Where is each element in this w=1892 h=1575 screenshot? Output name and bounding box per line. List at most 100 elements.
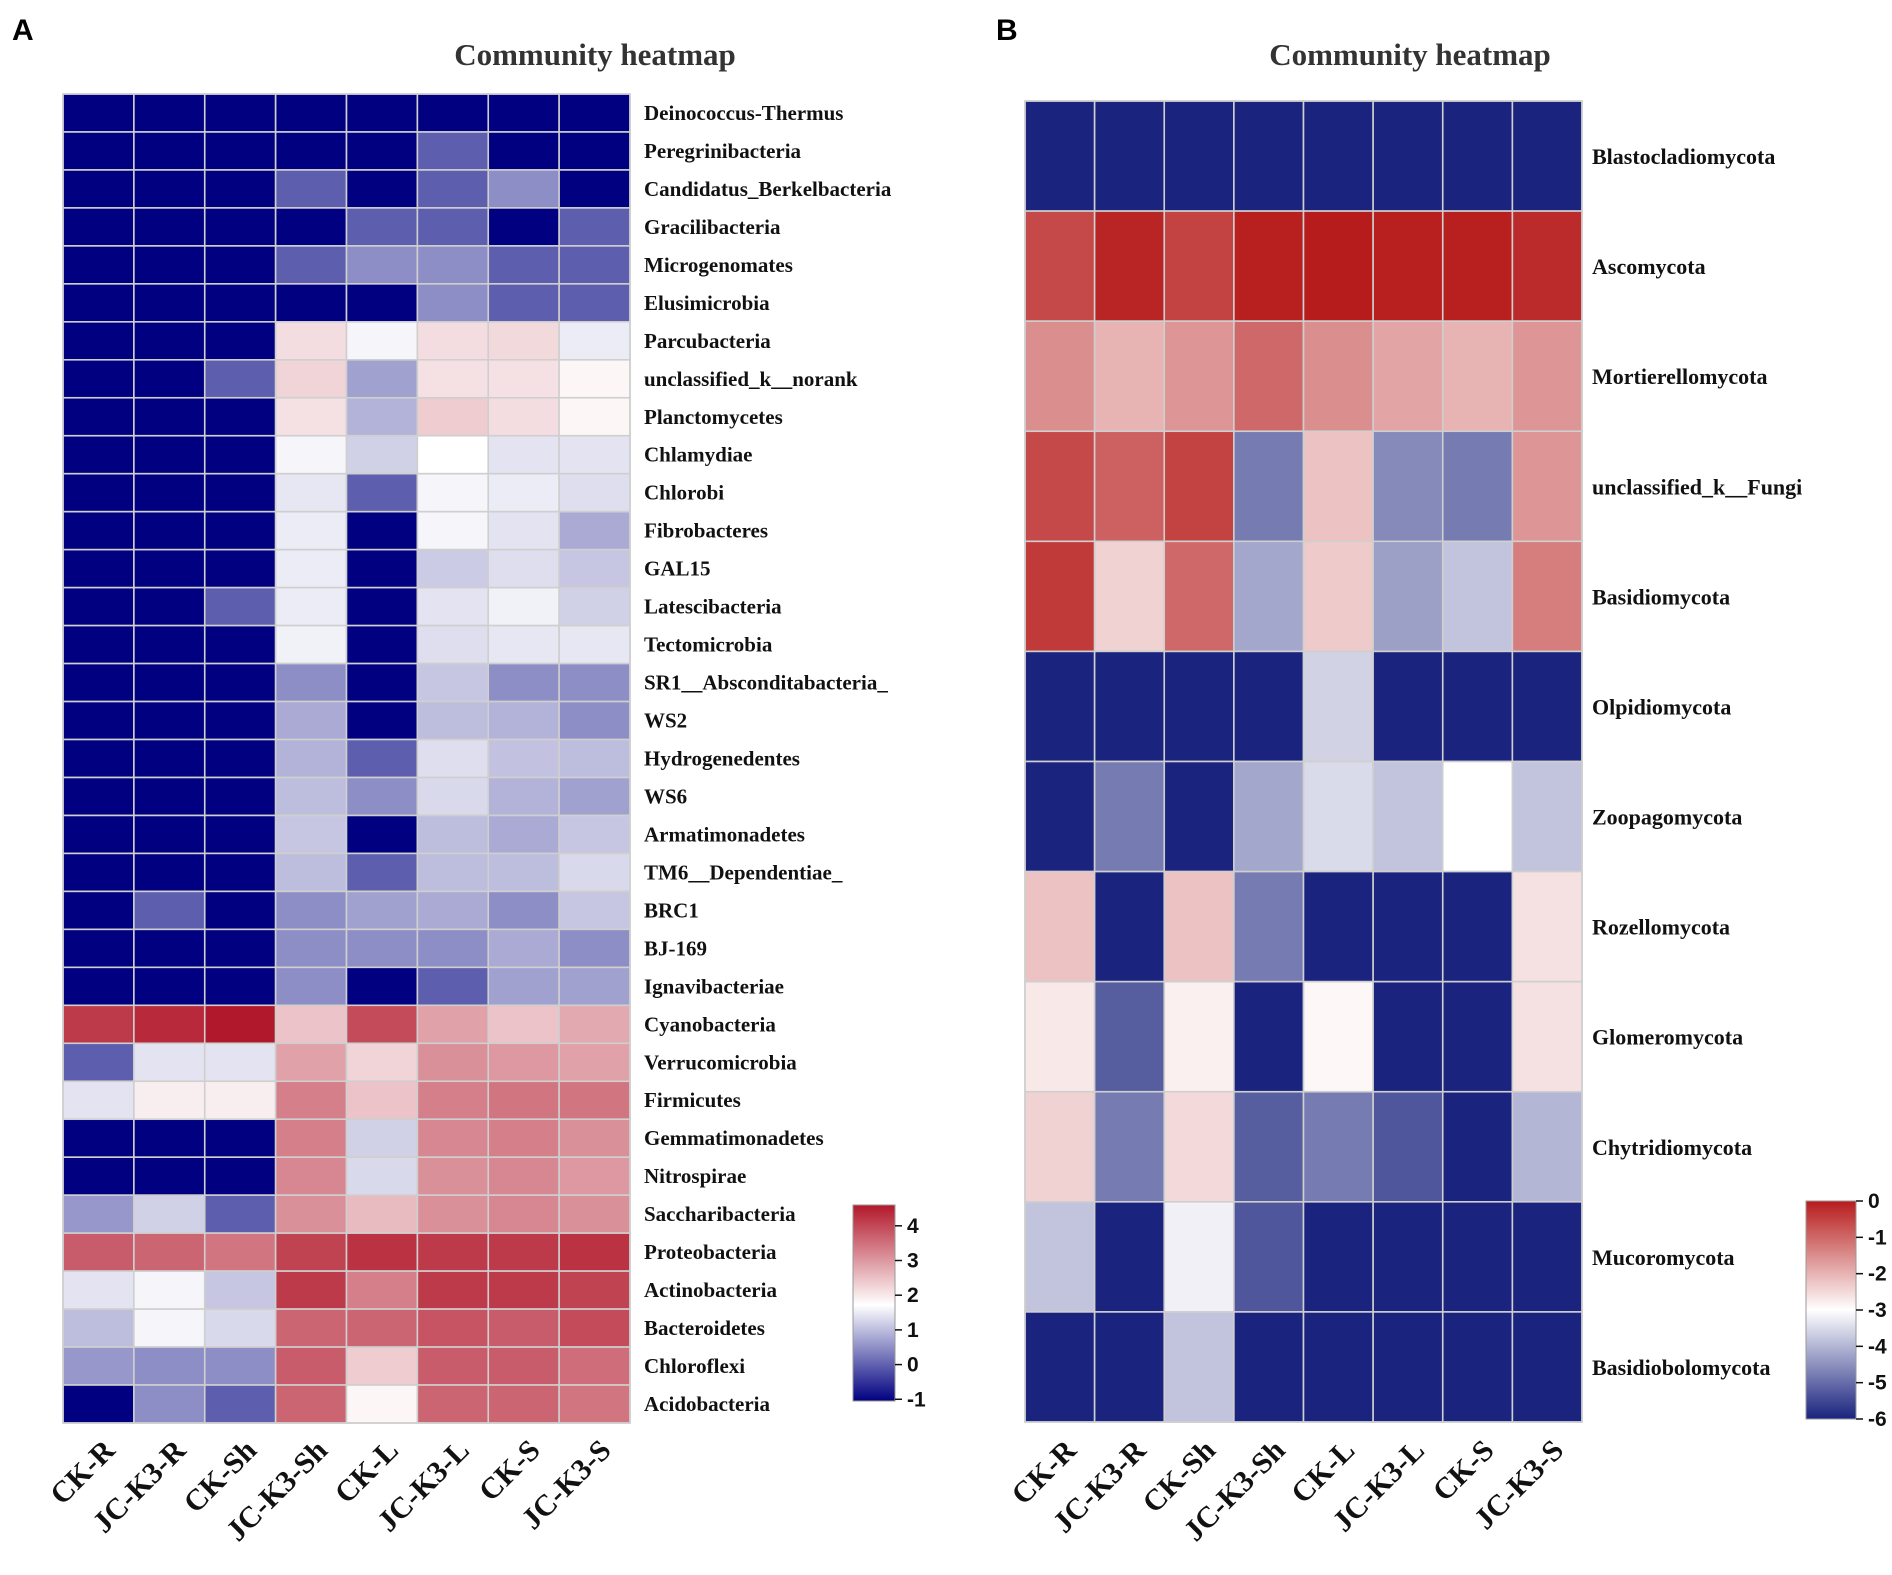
- cell-blastocladiomycota-ck-s: [1441, 100, 1514, 212]
- cell-mucoromycota-ck-r: [1024, 1201, 1096, 1313]
- cell-glomeromycota-ck-r: [1024, 980, 1096, 1093]
- cell-chlamydiae-jc-k3-r: [133, 434, 206, 475]
- cell-hydrogenedentes-ck-sh: [203, 738, 277, 779]
- cell-deinococcus-thermus-jc-k3-s: [558, 93, 631, 133]
- cell-tectomicrobia-jc-k3-sh: [274, 624, 348, 665]
- cell-zoopagomycota-jc-k3-sh: [1233, 760, 1305, 873]
- row-label-rozellomycota: Rozellomycota: [1592, 915, 1730, 940]
- cell-tm6-dependentiae-jc-k3-s: [558, 852, 631, 893]
- cell-deinococcus-thermus-jc-k3-l: [416, 93, 490, 133]
- row-label-acidobacteria: Acidobacteria: [644, 1392, 770, 1416]
- cell-glomeromycota-jc-k3-r: [1093, 980, 1166, 1093]
- cell-ws2-jc-k3-sh: [274, 700, 348, 741]
- cell-unclassified-k-norank-jc-k3-r: [133, 358, 206, 399]
- cell-chytridiomycota-jc-k3-r: [1093, 1090, 1166, 1203]
- cell-basidiobolomycota-ck-sh: [1163, 1311, 1235, 1423]
- cell-basidiomycota-jc-k3-l: [1372, 540, 1444, 653]
- cell-actinobacteria-ck-sh: [203, 1270, 277, 1310]
- cell-cyanobacteria-jc-k3-l: [416, 1004, 490, 1045]
- cell-unclassified-k-fungi-ck-r: [1024, 430, 1096, 543]
- heatmap-a: Deinococcus-Thermus Peregrinibacteria Cand…: [44, 93, 892, 1548]
- cell-bj-169-jc-k3-r: [133, 928, 206, 969]
- cell-candidatus-berkelbacteria-ck-r: [62, 169, 135, 209]
- row-label-mucoromycota: Mucoromycota: [1592, 1245, 1735, 1270]
- cell-bj-169-ck-s: [487, 928, 560, 969]
- cell-ws2-jc-k3-s: [558, 700, 631, 741]
- cell-mucoromycota-jc-k3-l: [1372, 1201, 1444, 1313]
- cell-nitrospirae-ck-r: [62, 1156, 135, 1196]
- cell-gemmatimonadetes-jc-k3-s: [558, 1118, 631, 1158]
- cell-elusimicrobia-jc-k3-r: [133, 283, 206, 323]
- cell-fibrobacteres-jc-k3-r: [133, 510, 206, 551]
- cell-microgenomates-ck-s: [487, 245, 560, 285]
- cell-glomeromycota-jc-k3-l: [1372, 980, 1444, 1093]
- cell-planctomycetes-ck-r: [62, 396, 135, 437]
- cell-hydrogenedentes-ck-s: [487, 738, 560, 779]
- cell-bacteroidetes-jc-k3-l: [416, 1308, 490, 1348]
- row-label-parcubacteria: Parcubacteria: [644, 329, 771, 353]
- cell-chlamydiae-jc-k3-sh: [274, 434, 348, 475]
- cell-ascomycota-ck-r: [1024, 210, 1096, 322]
- cell-brc1-jc-k3-sh: [274, 890, 348, 931]
- cell-basidiomycota-ck-s: [1441, 540, 1514, 653]
- cell-mucoromycota-ck-sh: [1163, 1201, 1235, 1313]
- cell-latescibacteria-jc-k3-r: [133, 586, 206, 627]
- cell-actinobacteria-jc-k3-r: [133, 1270, 206, 1310]
- cell-peregrinibacteria-jc-k3-l: [416, 131, 490, 171]
- cell-mucoromycota-jc-k3-r: [1093, 1201, 1166, 1313]
- cell-planctomycetes-jc-k3-s: [558, 396, 631, 437]
- cell-cyanobacteria-ck-sh: [203, 1004, 277, 1045]
- cell-elusimicrobia-ck-l: [345, 283, 419, 323]
- cell-actinobacteria-jc-k3-sh: [274, 1270, 348, 1310]
- cell-nitrospirae-ck-s: [487, 1156, 560, 1196]
- cell-bj-169-jc-k3-sh: [274, 928, 348, 969]
- cell-gracilibacteria-ck-r: [62, 207, 135, 247]
- cell-saccharibacteria-ck-s: [487, 1194, 560, 1234]
- cell-acidobacteria-ck-r: [62, 1384, 135, 1424]
- cell-brc1-ck-l: [345, 890, 419, 931]
- cell-firmicutes-jc-k3-s: [558, 1080, 631, 1121]
- cell-zoopagomycota-ck-sh: [1163, 760, 1235, 873]
- cell-saccharibacteria-jc-k3-sh: [274, 1194, 348, 1234]
- cell-tm6-dependentiae-jc-k3-r: [133, 852, 206, 893]
- cell-verrucomicrobia-ck-l: [345, 1042, 419, 1083]
- cell-firmicutes-jc-k3-l: [416, 1080, 490, 1121]
- cell-unclassified-k-norank-jc-k3-sh: [274, 358, 348, 399]
- cell-peregrinibacteria-ck-s: [487, 131, 560, 171]
- cell-glomeromycota-ck-sh: [1163, 980, 1235, 1093]
- cell-parcubacteria-ck-r: [62, 321, 135, 361]
- cell-latescibacteria-ck-sh: [203, 586, 277, 627]
- cell-mortierellomycota-jc-k3-sh: [1233, 320, 1305, 433]
- cell-tm6-dependentiae-jc-k3-l: [416, 852, 490, 893]
- cell-microgenomates-jc-k3-s: [558, 245, 631, 285]
- row-label-ws6: WS6: [644, 784, 687, 808]
- cell-acidobacteria-ck-s: [487, 1384, 560, 1424]
- cell-deinococcus-thermus-ck-r: [62, 93, 135, 133]
- cell-brc1-ck-sh: [203, 890, 277, 931]
- cell-bj-169-ck-sh: [203, 928, 277, 969]
- cell-gemmatimonadetes-ck-r: [62, 1118, 135, 1158]
- cell-ignavibacteriae-jc-k3-sh: [274, 966, 348, 1007]
- cell-basidiomycota-ck-r: [1024, 540, 1096, 653]
- cell-chloroflexi-ck-r: [62, 1346, 135, 1386]
- row-label-planctomycetes: Planctomycetes: [644, 405, 783, 429]
- cell-mucoromycota-ck-s: [1441, 1201, 1514, 1313]
- row-label-deinococcus-thermus: Deinococcus-Thermus: [644, 101, 843, 125]
- cell-armatimonadetes-jc-k3-s: [558, 814, 631, 855]
- cell-unclassified-k-norank-jc-k3-l: [416, 358, 490, 399]
- cell-actinobacteria-ck-r: [62, 1270, 135, 1310]
- cell-proteobacteria-ck-s: [487, 1232, 560, 1272]
- cell-blastocladiomycota-jc-k3-l: [1372, 100, 1444, 212]
- cell-nitrospirae-jc-k3-s: [558, 1156, 631, 1196]
- cell-planctomycetes-jc-k3-r: [133, 396, 206, 437]
- legend-tick-label: -1: [907, 1388, 926, 1411]
- row-label-hydrogenedentes: Hydrogenedentes: [644, 747, 800, 771]
- row-label-ignavibacteriae: Ignavibacteriae: [644, 974, 784, 998]
- cell-chytridiomycota-ck-r: [1024, 1090, 1096, 1203]
- cell-tectomicrobia-ck-sh: [203, 624, 277, 665]
- cell-unclassified-k-norank-jc-k3-s: [558, 358, 631, 399]
- cell-candidatus-berkelbacteria-jc-k3-s: [558, 169, 631, 209]
- row-label-chlorobi: Chlorobi: [644, 481, 724, 505]
- cell-parcubacteria-jc-k3-s: [558, 321, 631, 361]
- cell-cyanobacteria-ck-s: [487, 1004, 560, 1045]
